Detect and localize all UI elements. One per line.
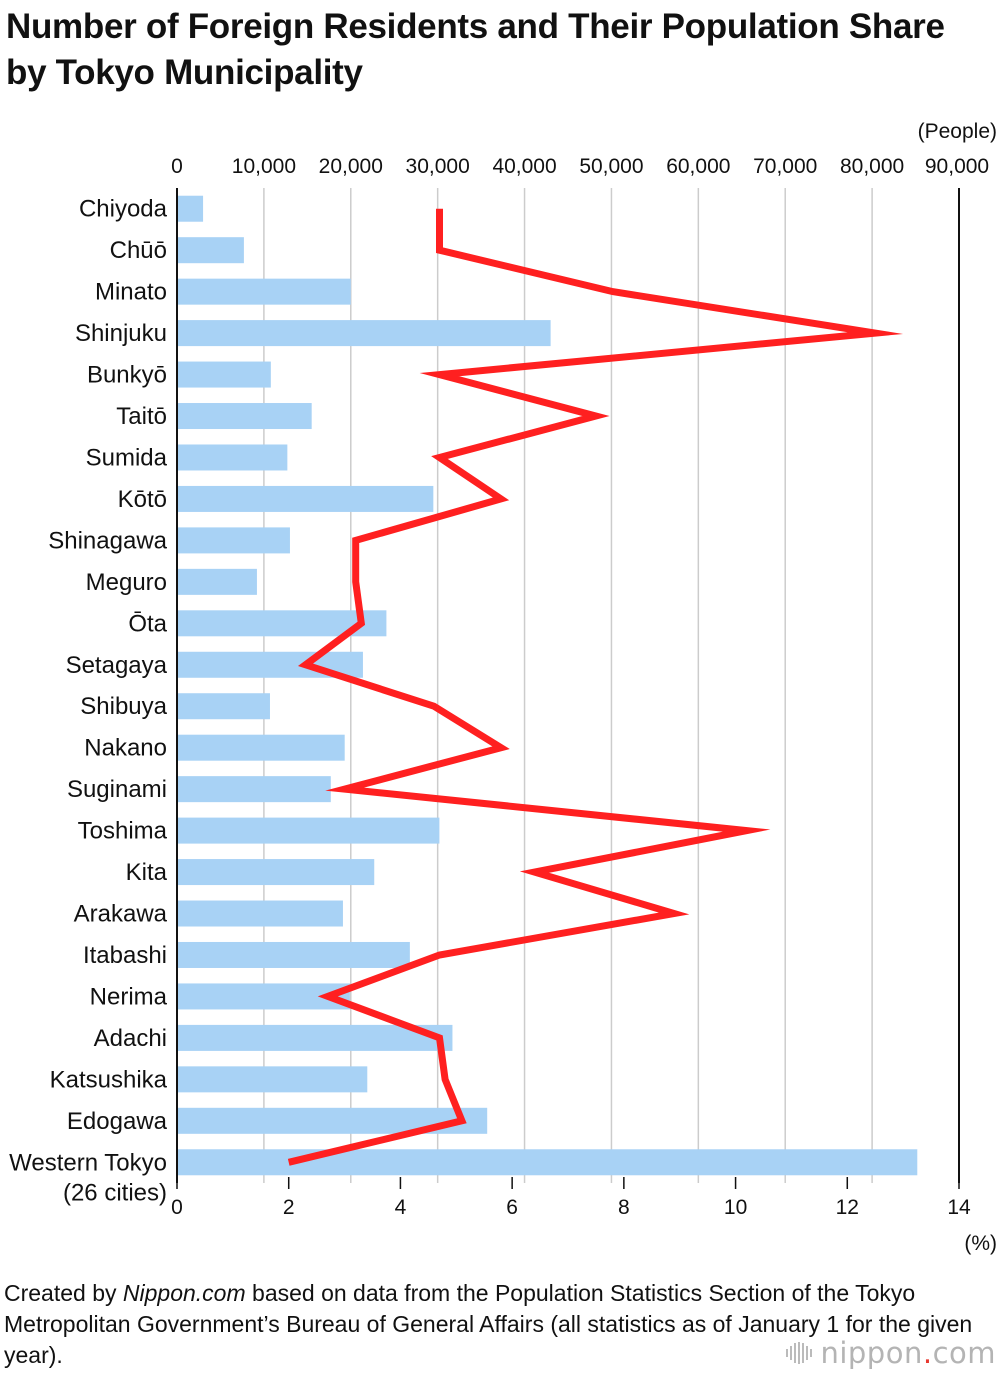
bar: [177, 734, 345, 761]
bar: [177, 195, 204, 222]
nippon-logo: nippon.com: [786, 1336, 996, 1370]
share-line: [287, 208, 904, 1166]
top-tick-label: 30,000: [406, 155, 470, 178]
bar: [177, 941, 410, 968]
category-label: Shibuya: [80, 693, 167, 720]
bottom-tick-label: 12: [836, 1196, 859, 1219]
source-brand: Nippon.com: [122, 1280, 246, 1306]
category-label: Setagaya: [66, 652, 168, 679]
top-tick-label: 50,000: [579, 155, 643, 178]
category-label: Chiyoda: [79, 196, 168, 223]
top-axis-unit: (People): [918, 120, 997, 143]
category-label: Katsushika: [50, 1066, 168, 1093]
bar: [177, 361, 271, 388]
bottom-tick-label: 10: [724, 1196, 747, 1219]
source-note: Created by Nippon.com based on data from…: [4, 1278, 989, 1371]
category-label: Arakawa: [74, 901, 168, 928]
bottom-tick-label: 6: [506, 1196, 518, 1219]
top-tick-label: 40,000: [492, 155, 556, 178]
bar: [177, 527, 290, 554]
chart-title: Number of Foreign Residents and Their Po…: [6, 7, 945, 92]
bar: [177, 900, 343, 927]
bar: [177, 237, 244, 264]
bar: [177, 485, 434, 512]
bar: [177, 278, 351, 305]
bar: [177, 1066, 368, 1093]
top-tick-label: 80,000: [840, 155, 904, 178]
category-label: Meguro: [86, 569, 167, 596]
bar: [177, 610, 387, 637]
bar: [177, 817, 440, 844]
category-label: Western Tokyo: [9, 1149, 167, 1176]
category-label: Nerima: [90, 983, 168, 1010]
bottom-axis-unit: (%): [964, 1232, 997, 1255]
bottom-tick-label: 0: [171, 1196, 183, 1219]
source-prefix: Created by: [4, 1280, 123, 1306]
category-label: Kita: [126, 859, 168, 886]
category-label: (26 cities): [63, 1179, 167, 1206]
bottom-tick-label: 8: [618, 1196, 630, 1219]
bar: [177, 1149, 918, 1176]
top-tick-label: 60,000: [666, 155, 730, 178]
category-label: Nakano: [84, 735, 167, 762]
category-label: Shinagawa: [48, 527, 167, 554]
top-tick-label: 90,000: [925, 155, 989, 178]
bottom-tick-label: 14: [947, 1196, 971, 1219]
bar: [177, 693, 270, 720]
bottom-tick-label: 4: [395, 1196, 407, 1219]
category-label: Taitō: [116, 403, 167, 430]
source-text: based on data from the Population Statis…: [4, 1280, 973, 1368]
category-label: Shinjuku: [75, 320, 167, 347]
chart: (People) 0 10,000 20,000 30,000 40,000 50,000 6…: [9, 120, 997, 1255]
category-label: Bunkyō: [87, 362, 167, 389]
category-label: Chūō: [110, 237, 167, 264]
category-label: Suginami: [67, 776, 167, 803]
category-label: Itabashi: [83, 942, 167, 969]
category-label: Toshima: [78, 818, 168, 845]
category-label: Adachi: [94, 1025, 167, 1052]
bar: [177, 776, 331, 803]
bar: [177, 403, 312, 430]
bar: [177, 1107, 488, 1134]
category-label: Ōta: [128, 610, 167, 637]
category-label: Sumida: [86, 444, 168, 471]
logo-bars-icon: [786, 1342, 813, 1364]
logo-wordmark: nippon.com: [820, 1336, 996, 1370]
category-label: Kōtō: [118, 486, 167, 513]
top-tick-label: 20,000: [319, 155, 383, 178]
bar: [177, 859, 375, 886]
category-label: Minato: [95, 279, 167, 306]
bar: [177, 444, 288, 471]
category-label: Edogawa: [67, 1108, 168, 1135]
top-tick-label: 70,000: [753, 155, 817, 178]
bar: [177, 320, 551, 347]
bar: [177, 568, 257, 595]
top-tick-label: 0: [171, 155, 183, 178]
top-tick-label: 10,000: [232, 155, 296, 178]
bottom-tick-label: 2: [283, 1196, 295, 1219]
